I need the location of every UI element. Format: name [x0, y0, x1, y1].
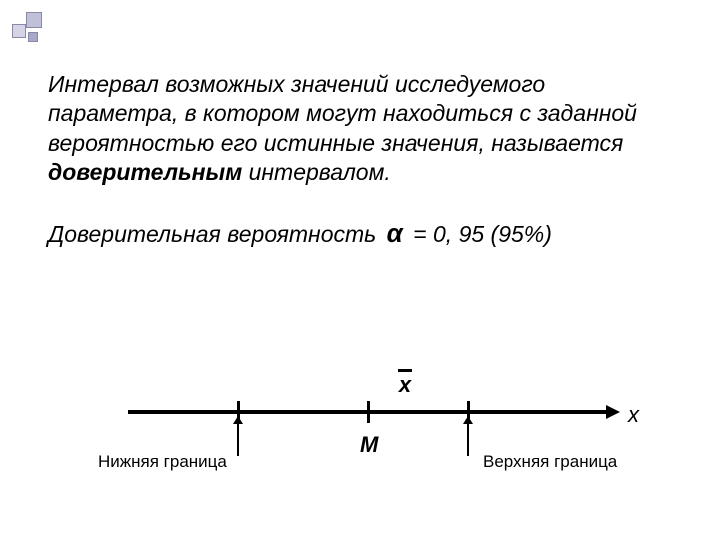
- line-arrow-right: [606, 405, 620, 419]
- content-area: Интервал возможных значений исследуемого…: [48, 70, 672, 249]
- para-pre: Интервал возможных значений исследуемого…: [48, 71, 637, 156]
- probability-line: Доверительная вероятность α = 0, 95 (95%…: [48, 218, 672, 249]
- deco-square: [28, 32, 38, 42]
- upper-bound-label: Верхняя граница: [483, 452, 617, 472]
- tick-M: [367, 401, 370, 423]
- x-bar-label: x: [398, 369, 412, 398]
- deco-square: [26, 12, 42, 28]
- deco-square: [12, 24, 26, 38]
- para-bold: доверительным: [48, 159, 242, 185]
- lower-bound-arrow: [237, 422, 239, 456]
- corner-decoration: [12, 12, 48, 48]
- x-bar-symbol: x: [398, 372, 412, 398]
- lower-bound-label: Нижняя граница: [98, 452, 227, 472]
- alpha-symbol: α: [383, 218, 407, 248]
- definition-paragraph: Интервал возможных значений исследуемого…: [48, 70, 672, 188]
- upper-bound-arrow: [467, 422, 469, 456]
- prob-value: = 0, 95 (95%): [407, 221, 552, 247]
- x-axis-label: x: [628, 402, 639, 428]
- number-line-diagram: x M x Нижняя граница Верхняя граница: [48, 360, 672, 500]
- para-post: интервалом.: [242, 159, 391, 185]
- M-label: M: [360, 432, 378, 458]
- prob-label: Доверительная вероятность: [48, 221, 383, 247]
